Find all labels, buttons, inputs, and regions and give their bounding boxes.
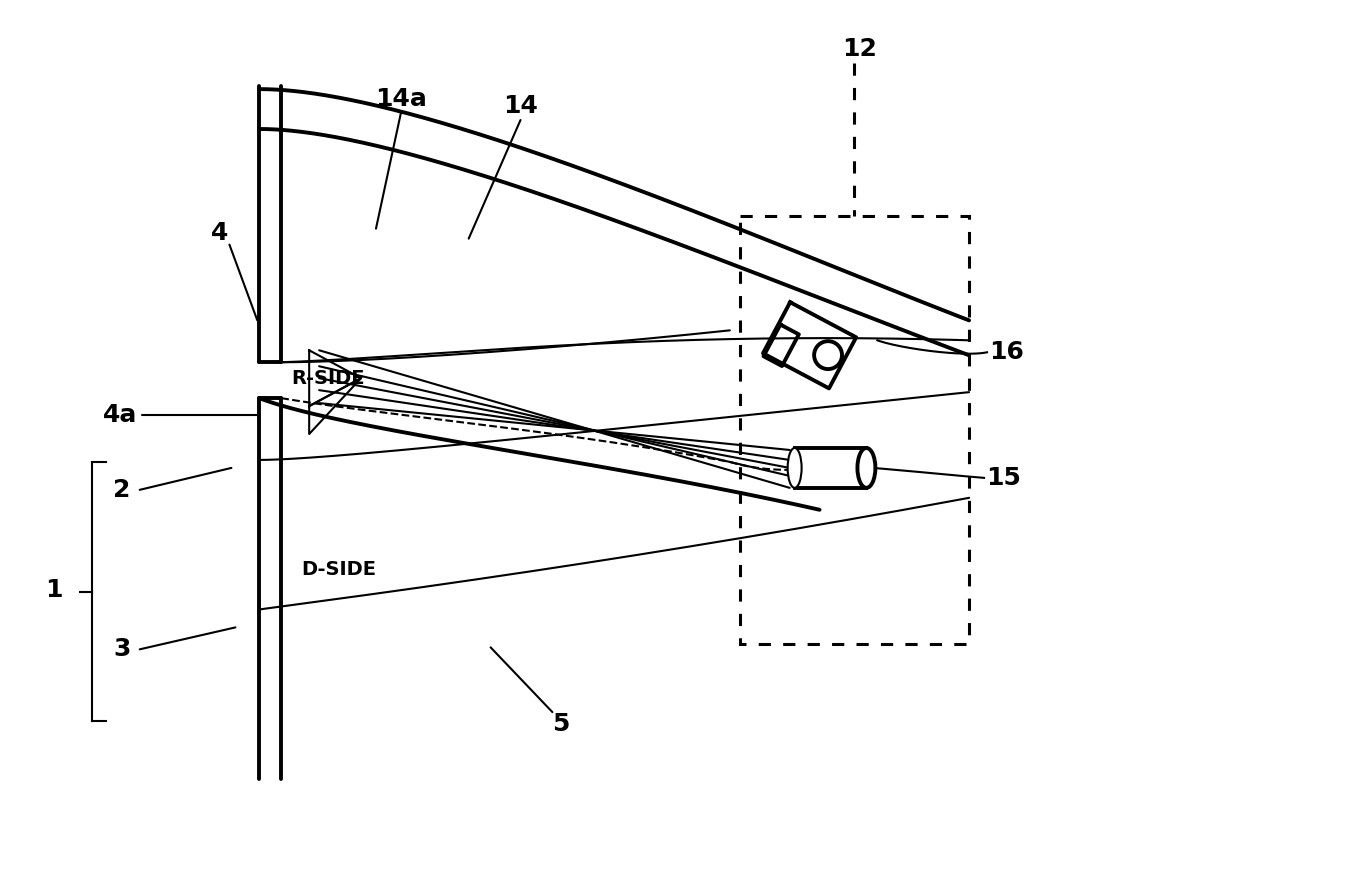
Text: 4: 4 bbox=[211, 221, 228, 245]
Text: 14a: 14a bbox=[375, 87, 427, 111]
Text: R-SIDE: R-SIDE bbox=[291, 368, 364, 388]
Text: 4a: 4a bbox=[102, 403, 137, 427]
Bar bbox=[739, 216, 969, 645]
Text: 12: 12 bbox=[843, 37, 877, 61]
Ellipse shape bbox=[788, 448, 802, 488]
Text: D-SIDE: D-SIDE bbox=[302, 560, 376, 579]
Text: 3: 3 bbox=[113, 638, 130, 661]
Ellipse shape bbox=[858, 448, 875, 488]
Text: 15: 15 bbox=[987, 466, 1022, 490]
Bar bbox=[795, 448, 867, 488]
Text: 2: 2 bbox=[113, 478, 130, 502]
Text: 14: 14 bbox=[503, 94, 538, 118]
Text: 1: 1 bbox=[45, 578, 63, 602]
Text: 5: 5 bbox=[552, 712, 569, 736]
Text: 16: 16 bbox=[989, 340, 1025, 364]
